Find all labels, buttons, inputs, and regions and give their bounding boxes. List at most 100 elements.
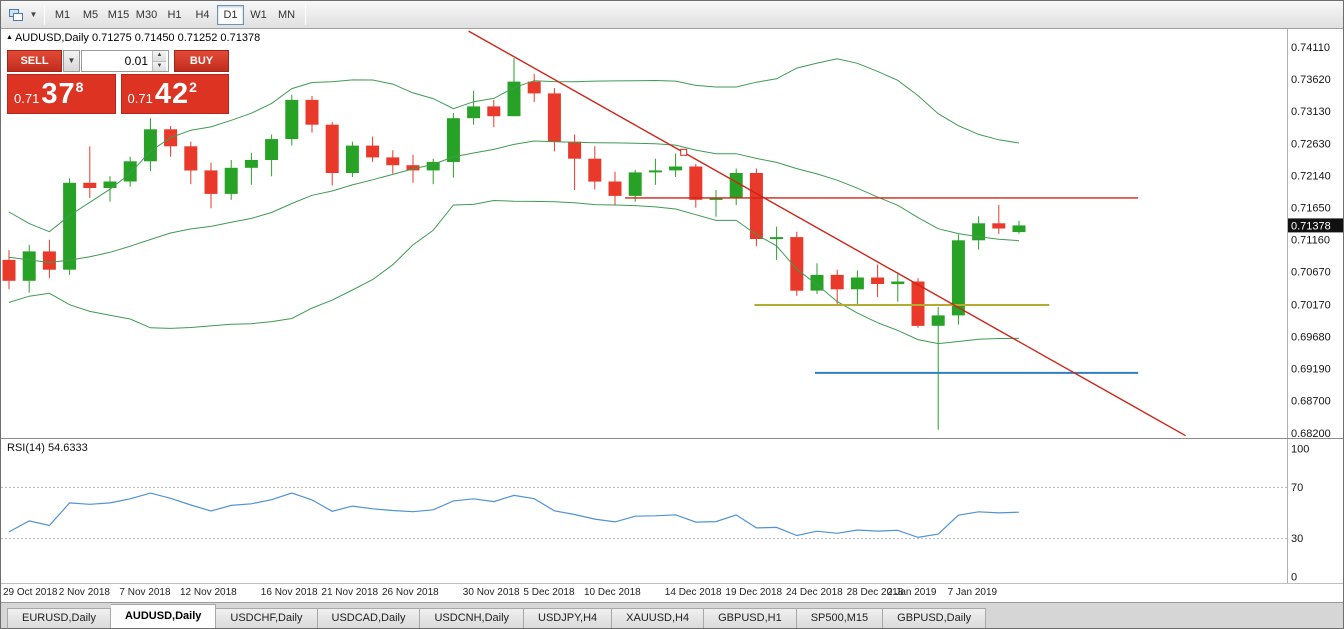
rsi-chart[interactable]: 100 70 30 0 — [1, 439, 1343, 583]
candle — [628, 169, 642, 202]
bollinger-lower-band — [8, 199, 1020, 345]
tab-gbpusd-h1[interactable]: GBPUSD,H1 — [704, 608, 797, 628]
date-label: 19 Dec 2018 — [725, 587, 783, 598]
candle — [648, 158, 662, 185]
candle — [386, 150, 400, 174]
toolbar-separator — [44, 4, 45, 25]
tab-sp500-m15[interactable]: SP500,M15 — [796, 608, 884, 628]
timeframe-button-m1[interactable]: M1 — [49, 5, 76, 25]
price-axis-label: 0.72630 — [1291, 139, 1331, 151]
chart-windows-button[interactable] — [5, 4, 27, 26]
candle — [487, 99, 501, 128]
candle — [22, 244, 36, 293]
tab-usdjpy-h4[interactable]: USDJPY,H4 — [524, 608, 613, 628]
volume-increment-button[interactable]: ▲ — [153, 51, 166, 62]
chart-windows-icon — [9, 8, 23, 21]
rsi-axis-label: 30 — [1291, 533, 1303, 545]
volume-decrement-button[interactable]: ▼ — [153, 61, 166, 71]
rsi-axis-label: 0 — [1291, 572, 1297, 584]
chart-windows-dropdown[interactable]: ▼ — [27, 4, 40, 26]
candle — [1012, 220, 1026, 234]
sell-price-main: 37 — [41, 78, 76, 110]
buy-button[interactable]: BUY — [174, 50, 229, 72]
chart-symbol: AUDUSD,Daily — [14, 32, 89, 44]
tab-audusd-daily[interactable]: AUDUSD,Daily — [110, 604, 217, 628]
timeframe-button-m15[interactable]: M15 — [105, 5, 132, 25]
candle — [830, 269, 844, 306]
chevron-down-icon: ▼ — [29, 9, 38, 19]
chart-tab-bar: EURUSD,Daily AUDUSD,Daily USDCHF,Daily USDC… — [1, 602, 1343, 628]
candle — [669, 153, 683, 177]
candle — [285, 94, 299, 146]
tab-usdchf-daily[interactable]: USDCHF,Daily — [216, 608, 318, 628]
candlestick-chart[interactable]: 0.74110 0.73620 0.73130 0.72630 0.72140 0.716… — [1, 29, 1343, 438]
candle — [729, 168, 743, 206]
buy-price-pip: 2 — [189, 79, 197, 95]
date-label: 5 Dec 2018 — [523, 587, 575, 598]
candle — [608, 171, 622, 206]
date-label: 24 Dec 2018 — [786, 587, 843, 598]
candle — [790, 231, 804, 296]
trendline-anchor-marker[interactable] — [680, 148, 688, 156]
one-click-trading-panel: SELL ▼ ▲ ▼ BUY 0.71378 0.714 — [7, 50, 229, 114]
candle — [184, 141, 198, 185]
volume-field: ▲ ▼ — [81, 50, 169, 72]
sell-button[interactable]: SELL — [7, 50, 62, 72]
volume-dropdown-button[interactable]: ▼ — [63, 50, 80, 72]
candle — [143, 118, 157, 172]
price-axis-label: 0.71160 — [1291, 235, 1330, 247]
price-axis-label: 0.70670 — [1291, 267, 1331, 279]
price-axis-label: 0.73130 — [1291, 106, 1331, 118]
timeframe-button-m5[interactable]: M5 — [77, 5, 104, 25]
date-label: 2 Nov 2018 — [58, 587, 110, 598]
candle — [265, 134, 279, 177]
candle — [244, 152, 258, 185]
tab-usdcnh-daily[interactable]: USDCNH,Daily — [420, 608, 525, 628]
candle — [2, 250, 16, 290]
rsi-line — [8, 492, 1020, 539]
time-axis[interactable]: 29 Oct 2018 2 Nov 2018 7 Nov 2018 12 Nov 20… — [1, 583, 1343, 602]
candle — [426, 158, 440, 185]
candle — [467, 90, 481, 125]
price-axis-label: 0.73620 — [1291, 74, 1331, 86]
date-label: 10 Dec 2018 — [584, 587, 641, 598]
current-price-tag-label: 0.71378 — [1291, 220, 1331, 232]
sell-price-display[interactable]: 0.71 37 8 — [7, 74, 116, 114]
bollinger-upper-band — [8, 58, 1020, 233]
timeframe-button-m30[interactable]: M30 — [133, 5, 160, 25]
rsi-indicator-panel: 100 70 30 0 RSI(14) 54.6333 — [1, 438, 1343, 583]
rsi-axis-label: 100 — [1291, 444, 1309, 456]
trade-controls-row: SELL ▼ ▲ ▼ BUY — [7, 50, 229, 72]
tab-eurusd-daily[interactable]: EURUSD,Daily — [7, 608, 111, 628]
date-label: 30 Nov 2018 — [462, 587, 520, 598]
tab-xauusd-h4[interactable]: XAUUSD,H4 — [612, 608, 705, 628]
timeframe-button-h4[interactable]: H4 — [189, 5, 216, 25]
candle — [951, 234, 965, 325]
candle — [42, 239, 56, 279]
price-axis-label: 0.69680 — [1291, 331, 1331, 343]
candle — [527, 73, 541, 102]
volume-spinner: ▲ ▼ — [152, 51, 166, 71]
descending-trendline[interactable] — [468, 30, 1186, 437]
volume-input[interactable] — [82, 51, 152, 71]
candle — [871, 264, 885, 298]
symbol-marker-icon: ▲ — [6, 34, 13, 41]
price-axis-label: 0.74110 — [1291, 42, 1330, 54]
tab-usdcad-daily[interactable]: USDCAD,Daily — [317, 608, 421, 628]
tab-gbpusd-daily[interactable]: GBPUSD,Daily — [883, 608, 987, 628]
chart-title: ▲ AUDUSD,Daily 0.71275 0.71450 0.71252 0.… — [6, 32, 260, 44]
date-label: 7 Nov 2018 — [119, 587, 171, 598]
price-axis-label: 0.68200 — [1291, 428, 1331, 438]
chevron-down-icon: ▼ — [67, 56, 76, 65]
trade-prices-row: 0.71 37 8 0.71 42 2 — [7, 74, 229, 114]
timeframe-button-d1[interactable]: D1 — [217, 4, 244, 25]
timeframe-button-mn[interactable]: MN — [273, 5, 300, 25]
candle — [568, 134, 582, 190]
date-label: 12 Nov 2018 — [180, 587, 237, 598]
candle — [770, 226, 784, 260]
price-axis-label: 0.72140 — [1291, 171, 1331, 183]
timeframe-button-h1[interactable]: H1 — [161, 5, 188, 25]
timeframe-button-w1[interactable]: W1 — [245, 5, 272, 25]
buy-price-display[interactable]: 0.71 42 2 — [120, 74, 229, 114]
current-price-tag — [1288, 218, 1343, 233]
